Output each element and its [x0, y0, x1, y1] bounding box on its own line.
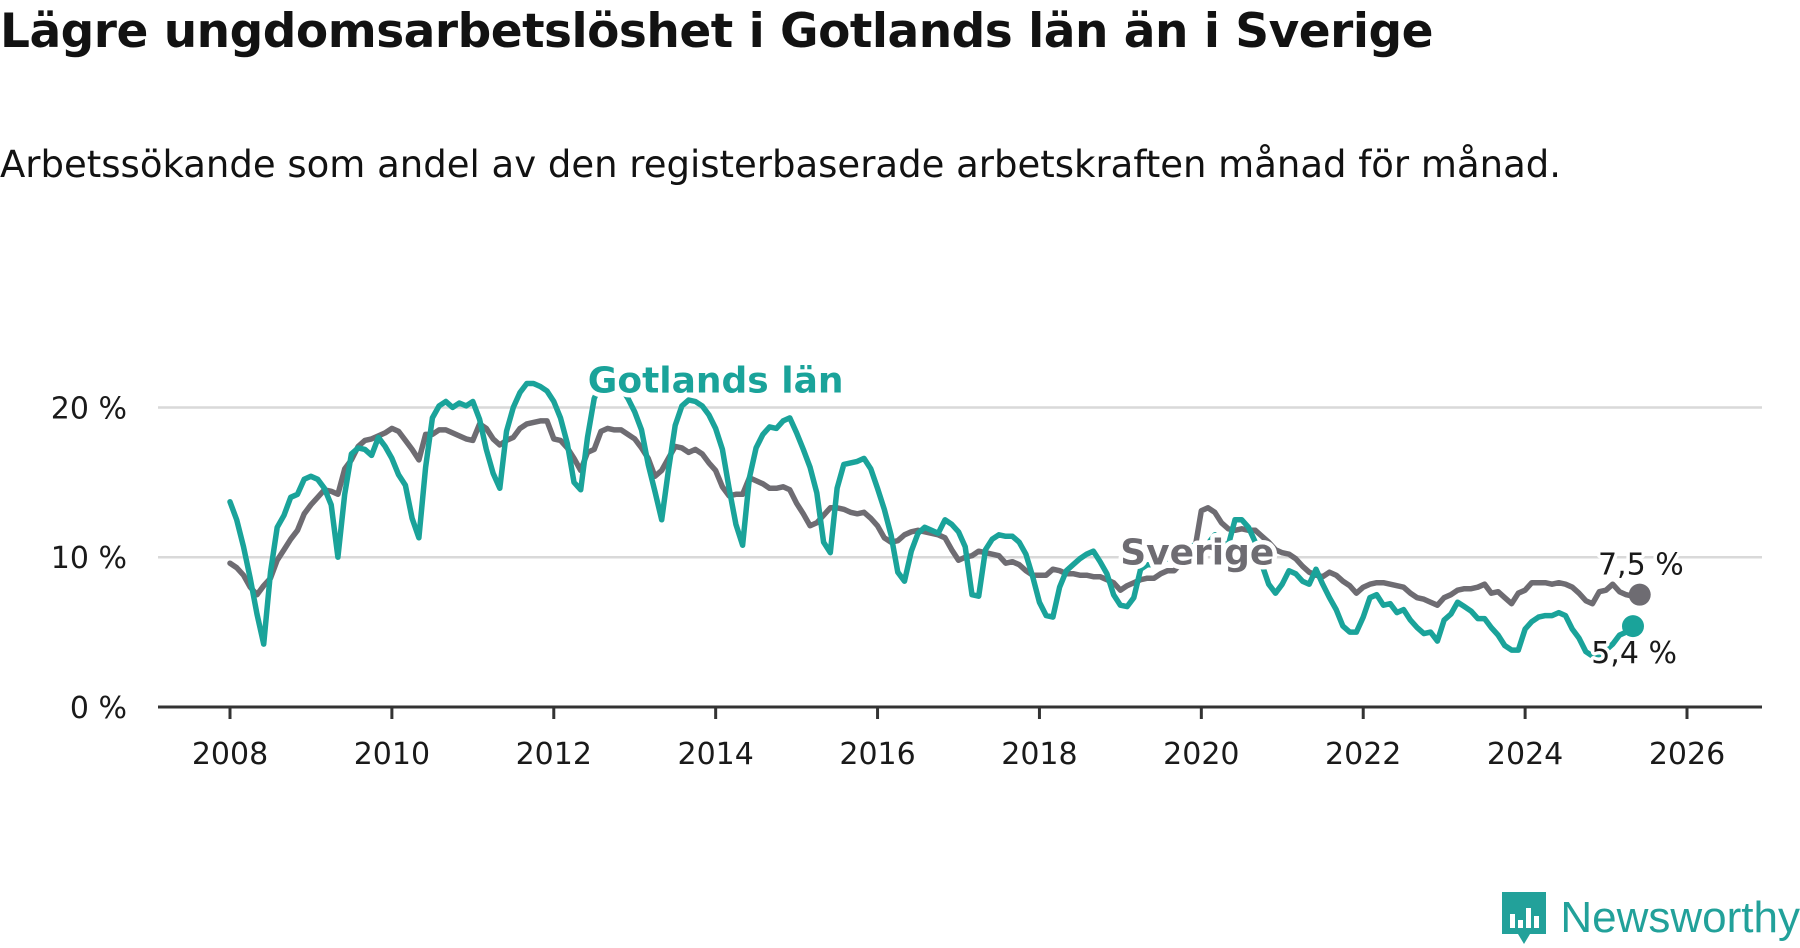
x-tick-label: 2012: [516, 737, 592, 772]
y-tick-label: 10 %: [51, 541, 127, 576]
brand: Newsworthy: [1500, 888, 1800, 948]
y-tick-label: 20 %: [51, 391, 127, 426]
chart-subtitle: Arbetssökande som andel av den registerb…: [0, 143, 1561, 186]
x-tick-label: 2020: [1163, 737, 1239, 772]
series-lines: [227, 374, 1651, 659]
x-tick-label: 2008: [192, 737, 268, 772]
end-point-gotland: [1621, 615, 1644, 638]
x-tick-label: 2022: [1325, 737, 1401, 772]
x-tick-label: 2018: [1001, 737, 1077, 772]
newsworthy-logo-icon: [1502, 892, 1547, 944]
series-label-gotland: Gotlands län: [588, 360, 844, 401]
chart-title: Lägre ungdomsarbetslöshet i Gotlands län…: [0, 4, 1433, 59]
axis-ticks: 0 % 10 % 20 % 2008 2010 2012 2014 2016 2018 2020 2…: [51, 391, 1725, 772]
series-line-gotland: [227, 374, 1636, 659]
x-tick-label: 2014: [677, 737, 753, 772]
brand-name: Newsworthy: [1560, 893, 1800, 942]
x-tick-label: 2026: [1649, 737, 1725, 772]
x-tick-label: 2016: [839, 737, 915, 772]
end-value-label-sverige: 7,5 %: [1598, 548, 1684, 583]
series-label-sverige: Sverige: [1120, 533, 1274, 574]
y-tick-label: 0 %: [70, 691, 127, 726]
end-value-label-gotland: 5,4 %: [1591, 636, 1677, 671]
x-tick-label: 2024: [1487, 737, 1563, 772]
series-labels: 7,5 % 5,4 % Gotlands län Sverige: [583, 356, 1687, 675]
x-tick-label: 2010: [354, 737, 430, 772]
end-point-sverige: [1628, 583, 1651, 606]
series-line-sverige: [227, 418, 1643, 608]
